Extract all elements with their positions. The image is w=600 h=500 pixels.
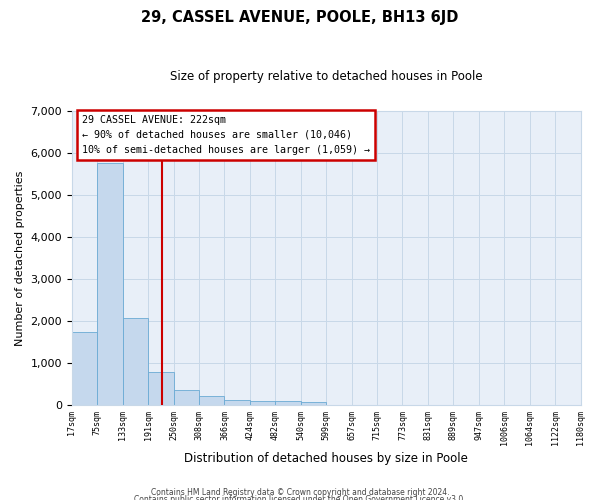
Bar [224,400,250,405]
Bar [97,163,123,405]
X-axis label: Distribution of detached houses by size in Poole: Distribution of detached houses by size … [184,452,468,465]
Bar [301,402,326,405]
Text: 29 CASSEL AVENUE: 222sqm
← 90% of detached houses are smaller (10,046)
10% of se: 29 CASSEL AVENUE: 222sqm ← 90% of detach… [82,115,370,154]
Bar [148,372,173,405]
Y-axis label: Number of detached properties: Number of detached properties [15,170,25,346]
Title: Size of property relative to detached houses in Poole: Size of property relative to detached ho… [170,70,482,83]
Text: Contains public sector information licensed under the Open Government Licence v3: Contains public sector information licen… [134,496,466,500]
Bar [123,318,148,405]
Bar [250,401,275,405]
Bar [275,401,301,405]
Text: 29, CASSEL AVENUE, POOLE, BH13 6JD: 29, CASSEL AVENUE, POOLE, BH13 6JD [142,10,458,25]
Bar [199,396,224,405]
Bar [72,332,97,405]
Bar [173,390,199,405]
Text: Contains HM Land Registry data © Crown copyright and database right 2024.: Contains HM Land Registry data © Crown c… [151,488,449,497]
